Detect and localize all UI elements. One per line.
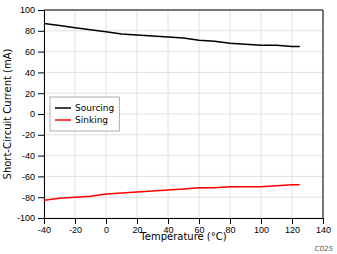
x-tick-mark bbox=[230, 218, 231, 224]
y-axis: -100 -80 -60 -40 -20 0 20 40 60 80 100 bbox=[17, 5, 45, 223]
y-tick-label: 60 bbox=[25, 47, 35, 57]
annotation: C025 bbox=[315, 245, 334, 253]
y-tick-mark bbox=[38, 52, 44, 53]
x-axis-line bbox=[45, 219, 324, 225]
grid-line-y bbox=[44, 10, 323, 11]
chart: -40 -20 0 20 40 60 80 100 120 140 -100 -80 -60 -40 -20… bbox=[0, 0, 337, 254]
y-axis-label: Short-Circuit Current (mA) bbox=[2, 48, 13, 179]
grid-line-y bbox=[44, 155, 323, 156]
x-tick-mark bbox=[323, 218, 324, 224]
y-tick: 40 bbox=[25, 68, 44, 78]
grid bbox=[44, 10, 323, 218]
frame-top bbox=[44, 10, 323, 11]
y-tick-label: 100 bbox=[20, 5, 35, 15]
x-tick-mark bbox=[137, 218, 138, 224]
legend-item: Sinking bbox=[55, 115, 108, 125]
y-tick: -100 bbox=[17, 213, 44, 223]
y-tick-mark bbox=[38, 135, 44, 136]
chart-container: -40 -20 0 20 40 60 80 100 120 140 -100 -80 -60 -40 -20… bbox=[0, 0, 337, 254]
grid-line-y bbox=[44, 51, 323, 52]
x-tick: 120 bbox=[285, 218, 300, 235]
y-tick: 100 bbox=[20, 5, 44, 15]
plot: -40 -20 0 20 40 60 80 100 120 140 -100 -80 -60 -40 -20… bbox=[17, 5, 331, 235]
y-tick-mark bbox=[38, 176, 44, 177]
x-tick: -20 bbox=[69, 218, 82, 235]
grid-line-y bbox=[44, 176, 323, 177]
y-tick: 20 bbox=[25, 89, 44, 99]
y-tick-label: 40 bbox=[25, 68, 35, 78]
x-tick-label: 120 bbox=[285, 225, 300, 235]
legend-item: Sourcing bbox=[55, 103, 114, 113]
grid-line-y bbox=[44, 134, 323, 135]
y-tick-label: -60 bbox=[22, 172, 35, 182]
legend-swatch bbox=[55, 119, 71, 121]
y-tick-mark bbox=[38, 156, 44, 157]
grid-line-y bbox=[44, 72, 323, 73]
y-tick-mark bbox=[38, 10, 44, 11]
y-tick-label: 0 bbox=[30, 109, 35, 119]
y-tick-label: -80 bbox=[22, 193, 35, 203]
x-tick: 140 bbox=[316, 218, 331, 235]
legend-box bbox=[50, 97, 119, 131]
x-tick-mark bbox=[75, 218, 76, 224]
x-tick: 0 bbox=[104, 218, 109, 235]
y-tick-mark bbox=[38, 72, 44, 73]
x-tick-mark bbox=[199, 218, 200, 224]
y-tick-mark bbox=[38, 93, 44, 94]
y-tick-label: 20 bbox=[25, 89, 35, 99]
x-tick: 80 bbox=[225, 218, 235, 235]
x-tick-mark bbox=[292, 218, 293, 224]
series-line bbox=[44, 185, 300, 201]
x-tick: -40 bbox=[38, 218, 51, 235]
x-tick-label: -20 bbox=[69, 225, 82, 235]
y-tick-mark bbox=[38, 114, 44, 115]
y-tick: -80 bbox=[22, 193, 44, 203]
legend-label: Sinking bbox=[75, 115, 108, 125]
legend: Sourcing Sinking bbox=[50, 97, 119, 131]
y-tick-label: 80 bbox=[25, 26, 35, 36]
y-tick: -20 bbox=[22, 130, 44, 140]
legend-swatch bbox=[55, 107, 71, 109]
y-axis-line bbox=[38, 11, 45, 219]
y-tick: -60 bbox=[22, 172, 44, 182]
x-tick-label: -40 bbox=[38, 225, 51, 235]
y-tick: 0 bbox=[30, 109, 44, 119]
x-tick-mark bbox=[168, 218, 169, 224]
grid-line-x bbox=[323, 10, 324, 218]
x-tick-mark bbox=[261, 218, 262, 224]
frame-right bbox=[323, 10, 324, 218]
y-tick-mark bbox=[38, 197, 44, 198]
y-tick-mark bbox=[38, 218, 44, 219]
grid-line-y bbox=[44, 93, 323, 94]
x-tick-label: 100 bbox=[254, 225, 269, 235]
y-tick-label: -20 bbox=[22, 130, 35, 140]
x-axis-label: Temperature (°C) bbox=[139, 231, 226, 242]
y-tick: 80 bbox=[25, 26, 44, 36]
legend-label: Sourcing bbox=[75, 103, 114, 113]
series-line bbox=[44, 24, 300, 47]
x-tick-label: 0 bbox=[104, 225, 109, 235]
grid-line-y bbox=[44, 30, 323, 31]
y-tick-mark bbox=[38, 31, 44, 32]
y-tick-label: -100 bbox=[17, 213, 35, 223]
y-tick: -40 bbox=[22, 151, 44, 161]
y-tick-label: -40 bbox=[22, 151, 35, 161]
y-tick: 60 bbox=[25, 47, 44, 57]
x-tick-mark bbox=[106, 218, 107, 224]
lines bbox=[44, 24, 300, 201]
x-tick-label: 80 bbox=[225, 225, 235, 235]
x-tick-label: 140 bbox=[316, 225, 331, 235]
x-tick: 100 bbox=[254, 218, 269, 235]
